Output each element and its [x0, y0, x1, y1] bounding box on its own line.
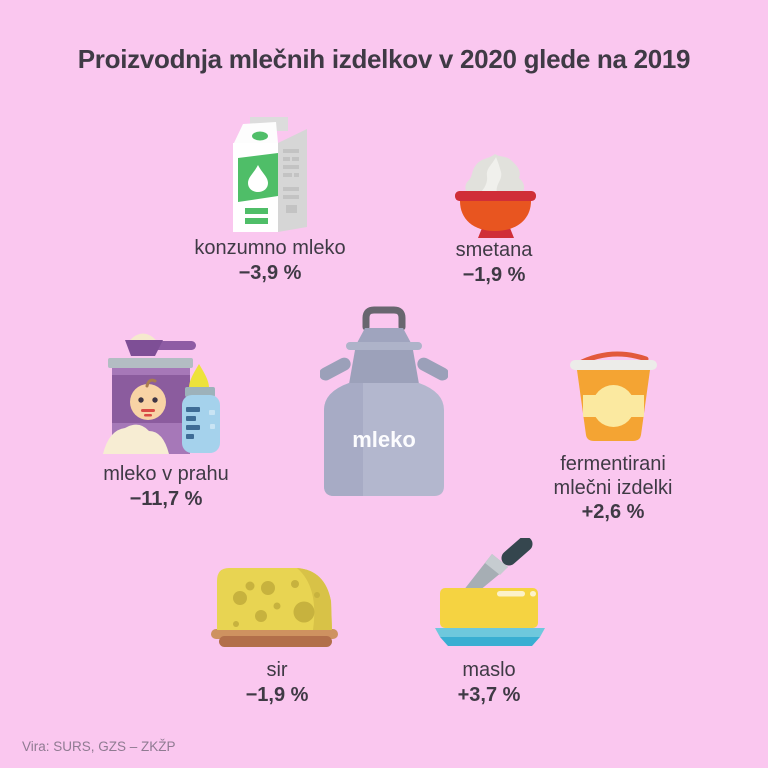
milk-carton-icon: [233, 117, 307, 232]
item-value: −11,7 %: [129, 488, 203, 510]
source-text: Vira: SURS, GZS – ZKŽP: [22, 739, 176, 754]
item-smetana: smetana −1,9 %: [384, 238, 604, 288]
milk-can-icon: mleko: [320, 306, 448, 496]
item-maslo: maslo +3,7 %: [379, 658, 599, 708]
item-label: fermentirani: [560, 453, 666, 475]
butter-dish-icon: [435, 538, 545, 646]
item-label: konzumno mleko: [194, 237, 346, 259]
milk-powder-icon: [103, 333, 220, 454]
item-label: mlečni izdelki: [553, 477, 673, 499]
item-value: +3,7 %: [457, 684, 521, 706]
item-value: +2,6 %: [581, 501, 645, 523]
milk-can-label: mleko: [352, 427, 416, 452]
item-label: mleko v prahu: [103, 463, 229, 485]
item-value: −1,9 %: [462, 264, 526, 286]
item-value: −1,9 %: [245, 684, 309, 706]
item-konzumno-mleko: konzumno mleko −3,9 %: [160, 236, 380, 286]
page-title: Proizvodnja mlečnih izdelkov v 2020 gled…: [77, 44, 691, 74]
item-value: −3,9 %: [238, 262, 302, 284]
item-label: smetana: [455, 239, 533, 261]
item-label: maslo: [462, 659, 516, 681]
item-mleko-v-prahu: mleko v prahu −11,7 %: [56, 462, 276, 512]
item-sir: sir −1,9 %: [167, 658, 387, 708]
cheese-icon: [211, 568, 338, 647]
item-fermentirani: fermentirani mlečni izdelki +2,6 %: [503, 452, 723, 524]
cream-bowl-icon: [455, 154, 536, 238]
item-label: sir: [266, 659, 288, 681]
yogurt-cup-icon: [570, 351, 657, 441]
